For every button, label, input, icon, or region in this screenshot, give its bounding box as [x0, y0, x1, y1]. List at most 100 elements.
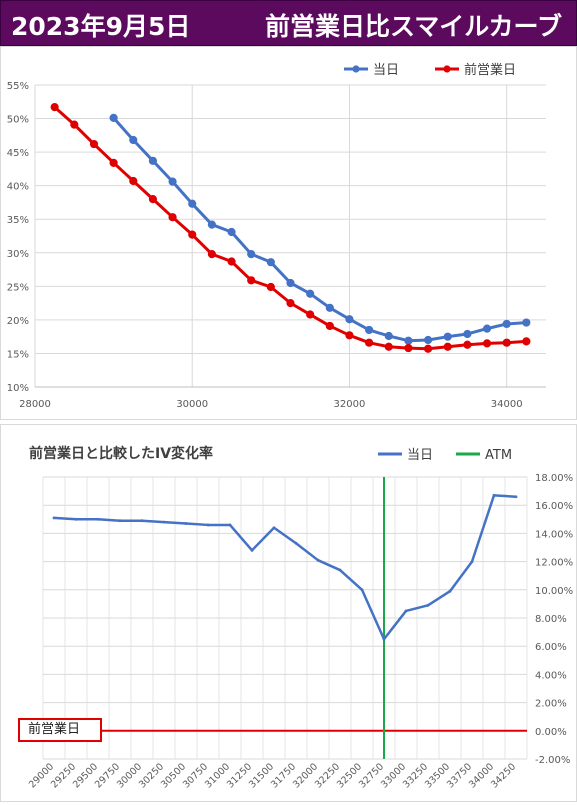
data-point: [470, 560, 474, 563]
series-line-0: [53, 494, 517, 641]
legend-label: 当日: [373, 63, 399, 78]
y-tick-label: 50%: [7, 115, 29, 126]
header-title: 前営業日比スマイルカーブ: [264, 12, 562, 41]
legend-label: ATM: [485, 448, 512, 463]
iv-change-chart: 前営業日と比較したIV変化率 -2.00% 0.00% 2.00% 4.00% 6.00%…: [27, 445, 573, 791]
y-tick-label: 45%: [7, 148, 29, 159]
data-point: [52, 516, 56, 520]
series-line-1: [53, 106, 527, 351]
y-tick-label: 16.00%: [535, 501, 573, 512]
data-point: [250, 548, 254, 552]
y-tick-label: 15%: [7, 349, 29, 360]
series-line-0: [112, 116, 527, 343]
data-point: [338, 568, 342, 572]
data-point: [148, 194, 158, 204]
data-point: [266, 282, 275, 292]
data-point: [423, 344, 433, 353]
data-point: [522, 318, 531, 327]
baseline-label: 前営業日: [18, 718, 102, 742]
y-tick-label: 6.00%: [535, 642, 567, 653]
x-tick-label: 32000: [334, 399, 366, 410]
data-point: [522, 337, 531, 346]
legend-swatch-marker: [443, 65, 451, 73]
data-point: [162, 520, 166, 524]
data-point: [360, 588, 364, 592]
y-tick-label: 8.00%: [535, 614, 567, 625]
data-point: [74, 517, 78, 521]
data-point: [365, 338, 374, 347]
data-point: [109, 113, 118, 122]
data-point: [96, 517, 100, 521]
header-date: 2023年9月5日: [11, 12, 191, 41]
data-point: [247, 250, 256, 259]
data-point: [188, 230, 197, 239]
header-banner: 2023年9月5日 前営業日比スマイルカーブ: [0, 0, 577, 46]
data-point: [266, 258, 275, 267]
x-tick-label: 34250: [489, 761, 518, 790]
chart-title: 前営業日と比較したIV変化率: [29, 445, 213, 462]
y-tick-label: 4.00%: [535, 670, 567, 681]
data-point: [492, 493, 496, 497]
y-tick-label: 14.00%: [535, 529, 573, 540]
data-point: [384, 331, 393, 341]
data-point: [482, 324, 492, 333]
data-point: [423, 335, 433, 345]
data-point: [168, 177, 177, 186]
data-point: [382, 637, 386, 641]
data-point: [502, 338, 511, 347]
data-point: [404, 609, 408, 613]
y-tick-label: 20%: [7, 316, 29, 327]
smile-curve-chart-panel: 10% 15% 20% 25% 30% 35% 40% 45% 50% 55% 28000 30000…: [0, 46, 577, 420]
data-point: [306, 310, 315, 319]
data-point: [109, 158, 118, 167]
y-tick-label: -2.00%: [535, 755, 570, 766]
data-point: [463, 340, 472, 349]
data-point: [184, 522, 188, 525]
legend-label: 前営業日: [464, 62, 516, 78]
data-point: [227, 227, 236, 237]
data-point: [286, 278, 295, 288]
y-tick-label: 0.00%: [535, 727, 567, 738]
data-point: [448, 589, 452, 593]
data-point: [50, 103, 59, 112]
data-point: [168, 213, 177, 222]
data-point: [384, 342, 393, 351]
data-point: [443, 342, 452, 351]
legend-swatch-marker: [352, 65, 360, 73]
data-point: [272, 526, 276, 530]
y-tick-label: 10%: [7, 383, 29, 394]
data-point: [345, 315, 354, 324]
data-point: [514, 495, 518, 499]
y-tick-label: 35%: [7, 215, 29, 226]
data-point: [247, 276, 256, 285]
x-tick-label: 30000: [176, 399, 208, 410]
data-point: [188, 199, 197, 208]
data-point: [227, 257, 236, 266]
data-point: [118, 519, 122, 523]
data-point: [228, 523, 232, 527]
data-point: [129, 135, 138, 145]
x-tick-label: 28000: [19, 399, 51, 410]
data-point: [426, 603, 430, 607]
data-point: [70, 120, 79, 129]
data-point: [140, 519, 144, 523]
data-point: [404, 336, 413, 345]
legend-label: 当日: [407, 448, 433, 463]
data-point: [443, 332, 452, 341]
data-point: [463, 329, 472, 339]
iv-change-chart-panel: 前営業日と比較したIV変化率 -2.00% 0.00% 2.00% 4.00% 6.00%…: [0, 424, 577, 802]
data-point: [294, 541, 298, 545]
smile-curve-chart: 10% 15% 20% 25% 30% 35% 40% 45% 50% 55% 28000 30000…: [7, 62, 546, 410]
y-tick-label: 55%: [7, 81, 29, 92]
data-point: [89, 139, 99, 149]
data-point: [325, 303, 334, 312]
data-point: [404, 343, 413, 353]
data-point: [325, 321, 334, 331]
y-tick-label: 30%: [7, 249, 29, 260]
y-tick-label: 10.00%: [535, 586, 573, 597]
data-point: [365, 325, 374, 335]
data-point: [129, 176, 138, 186]
y-tick-label: 40%: [7, 182, 29, 193]
y-tick-label: 18.00%: [535, 473, 573, 484]
data-point: [306, 289, 315, 298]
